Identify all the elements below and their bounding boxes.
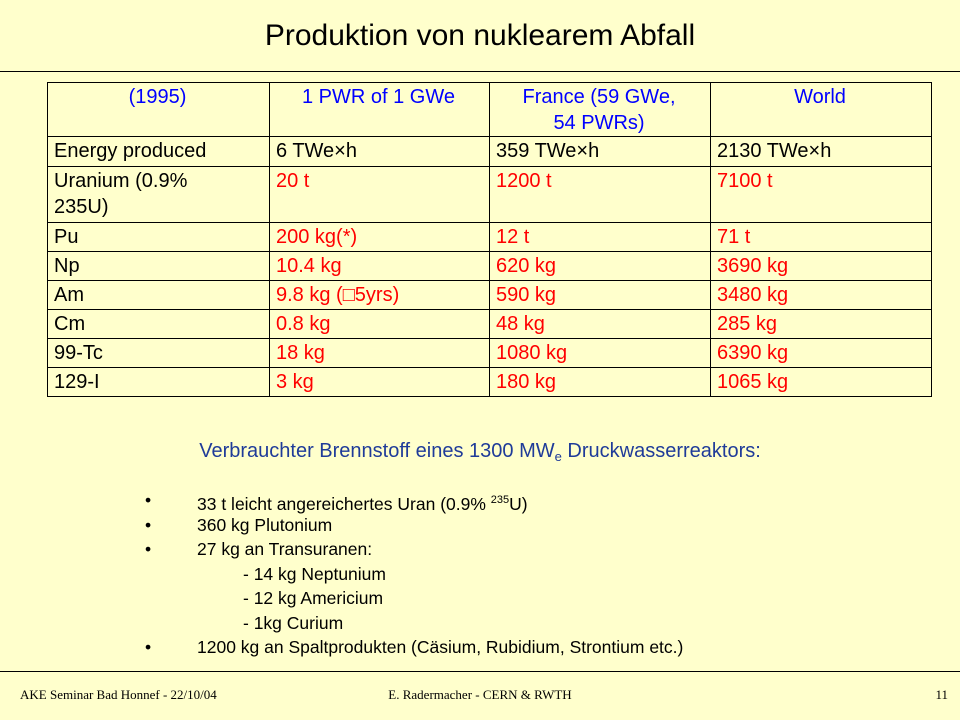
bullet-text: 27 kg an Transuranen: — [197, 539, 373, 559]
footer-event: AKE Seminar Bad Honnef - 22/10/04 — [20, 687, 217, 702]
table-row: 99-Tc 18 kg 1080 kg 6390 kg — [47, 338, 932, 368]
cell-pwr: 3 kg — [269, 367, 490, 397]
cell-pwr: 200 kg(*) — [269, 222, 490, 252]
header-pwr: 1 PWR of 1 GWe — [269, 82, 490, 137]
row-label: 99-Tc — [47, 338, 270, 368]
header-year: (1995) — [47, 82, 270, 137]
table-row: Np 10.4 kg 620 kg 3690 kg — [47, 251, 932, 281]
bullet-icon: • — [145, 637, 152, 657]
table-row: Pu 200 kg(*) 12 t 71 t — [47, 222, 932, 252]
cell-france: 180 kg — [489, 367, 711, 397]
table-row: Energy produced 6 TWe×h 359 TWe×h 2130 T… — [47, 136, 932, 167]
cell-france: 1200 t — [489, 166, 711, 223]
row-label: Np — [47, 251, 270, 281]
cell-pwr: 18 kg — [269, 338, 490, 368]
fuel-subheading: Verbrauchter Brennstoff eines 1300 MWe D… — [199, 440, 761, 464]
cell-world: 3690 kg — [710, 251, 932, 281]
cell-world: 71 t — [710, 222, 932, 252]
cell-world: 7100 t — [710, 166, 932, 223]
cell-france: 359 TWe×h — [489, 136, 711, 167]
footer-author: E. Radermacher - CERN & RWTH — [388, 687, 572, 702]
cell-world: 2130 TWe×h — [710, 136, 932, 167]
cell-world: 285 kg — [710, 309, 932, 339]
cell-pwr: 0.8 kg — [269, 309, 490, 339]
table-header-row: (1995) 1 PWR of 1 GWe France (59 GWe, 54 … — [47, 82, 932, 137]
cell-world: 6390 kg — [710, 338, 932, 368]
bullet-text: 360 kg Plutonium — [197, 514, 333, 535]
bullet-icon: • — [145, 539, 152, 559]
page-number: 11 — [935, 687, 948, 702]
cell-france: 590 kg — [489, 280, 711, 310]
table-row: Cm 0.8 kg 48 kg 285 kg — [47, 309, 932, 339]
header-world: World — [710, 82, 932, 137]
bullet-text: 33 t leicht angereichertes Uran (0.9% 23… — [197, 494, 528, 514]
slide-title: Produktion von nuklearem Abfall — [264, 19, 696, 52]
cell-pwr: 20 t — [269, 166, 490, 223]
row-label: Am — [47, 280, 270, 310]
bullet-icon: • — [145, 490, 152, 510]
sub-bullet-text: - 1kg Curium — [243, 612, 344, 633]
title-divider — [0, 71, 960, 72]
footer-divider — [0, 671, 960, 672]
cell-world: 3480 kg — [710, 280, 932, 310]
bullet-icon: • — [145, 514, 152, 535]
table-row: Uranium (0.9% 235U) 20 t 1200 t 7100 t — [47, 166, 932, 223]
bullet-text: 1200 kg an Spaltprodukten (Cäsium, Rubid… — [197, 637, 684, 657]
cell-france: 48 kg — [489, 309, 711, 339]
cell-pwr: 9.8 kg (□5yrs) — [269, 280, 490, 310]
table-row: Am 9.8 kg (□5yrs) 590 kg 3480 kg — [47, 280, 932, 310]
sub-bullet-text: - 14 kg Neptunium — [243, 563, 386, 584]
cell-pwr: 6 TWe×h — [269, 136, 490, 167]
cell-france: 620 kg — [489, 251, 711, 281]
waste-table: (1995) 1 PWR of 1 GWe France (59 GWe, 54 … — [47, 82, 932, 397]
table-row: 129-I 3 kg 180 kg 1065 kg — [47, 367, 932, 397]
row-label: Energy produced — [47, 136, 270, 167]
row-label: Uranium (0.9% 235U) — [47, 166, 270, 223]
row-label: Pu — [47, 222, 270, 252]
row-label: 129-I — [47, 367, 270, 397]
cell-pwr: 10.4 kg — [269, 251, 490, 281]
cell-world: 1065 kg — [710, 367, 932, 397]
cell-france: 1080 kg — [489, 338, 711, 368]
cell-france: 12 t — [489, 222, 711, 252]
header-france: France (59 GWe, 54 PWRs) — [489, 82, 711, 137]
sub-bullet-text: - 12 kg Americium — [243, 588, 384, 608]
row-label: Cm — [47, 309, 270, 339]
